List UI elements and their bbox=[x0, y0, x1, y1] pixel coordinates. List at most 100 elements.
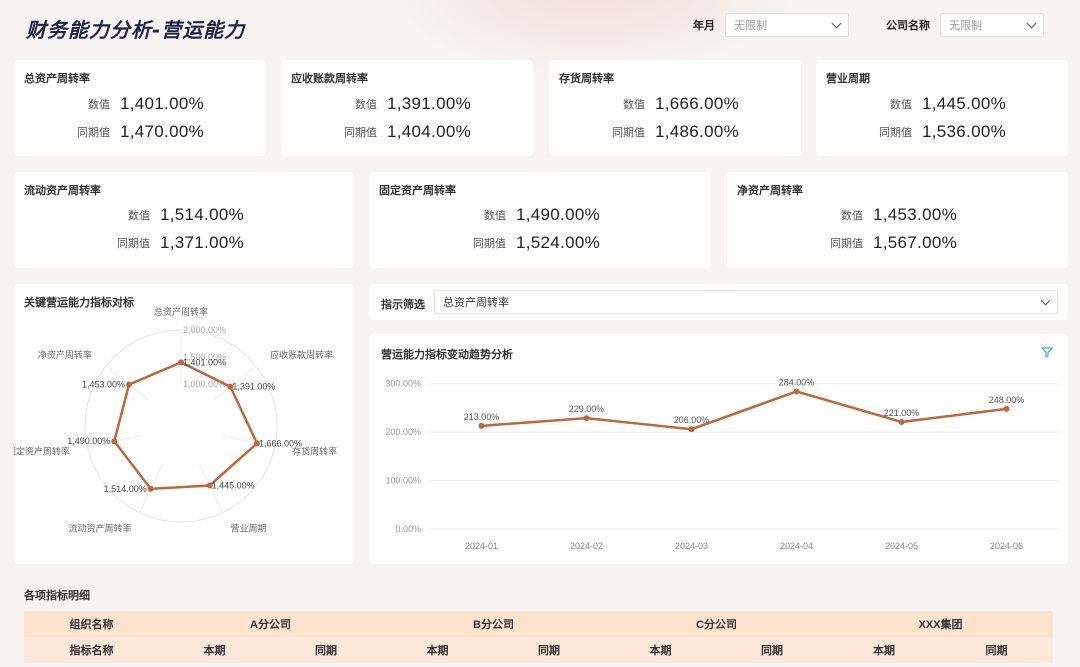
radar-value-label: 1,514.00% bbox=[104, 484, 147, 494]
radar-ring-label: 2,000.00% bbox=[183, 325, 226, 335]
kpi-title: 总资产周转率 bbox=[24, 73, 90, 85]
kpi-current-label: 数值 bbox=[484, 210, 506, 222]
kpi-previous-label: 同期值 bbox=[77, 127, 110, 139]
filter-year-month: 年月 无限制 bbox=[693, 13, 849, 37]
trend-point bbox=[583, 415, 590, 422]
trend-value-label: 284.00% bbox=[779, 377, 815, 387]
kpi-previous-row: 同期值 1,404.00% bbox=[333, 122, 471, 142]
period-current-header: 本期 bbox=[426, 645, 449, 657]
kpi-current-value: 1,666.00% bbox=[655, 94, 739, 113]
y-tick-label: 300.00% bbox=[385, 379, 421, 389]
x-tick-label: 2024-01 bbox=[465, 541, 498, 551]
kpi-current-row: 数值 1,666.00% bbox=[601, 94, 739, 114]
company-select[interactable]: 无限制 bbox=[940, 13, 1044, 37]
radar-axis-label: 总资产周转率 bbox=[154, 306, 208, 317]
radar-axis-label: 存货周转率 bbox=[292, 445, 337, 456]
kpi-title: 营业周期 bbox=[826, 73, 870, 85]
filter-company: 公司名称 无限制 bbox=[886, 13, 1044, 37]
trend-value-label: 213.00% bbox=[464, 412, 500, 422]
radar-point bbox=[147, 485, 154, 492]
kpi-card-fixed-asset-turnover: 固定资产周转率 数值 1,490.00% 同期值 1,524.00% bbox=[369, 172, 711, 268]
trend-point bbox=[898, 418, 905, 425]
kpi-previous-label: 同期值 bbox=[879, 127, 912, 139]
filter-icon[interactable] bbox=[1041, 346, 1053, 358]
kpi-previous-label: 同期值 bbox=[344, 127, 377, 139]
radar-title: 关键营运能力指标对标 bbox=[24, 297, 134, 309]
kpi-current-row: 数值 1,453.00% bbox=[819, 205, 957, 225]
trend-title: 营运能力指标变动趋势分析 bbox=[381, 349, 513, 361]
kpi-card-inventory-turnover: 存货周转率 数值 1,666.00% 同期值 1,486.00% bbox=[549, 60, 801, 156]
period-current-header: 本期 bbox=[203, 645, 226, 657]
kpi-previous-value: 1,524.00% bbox=[516, 233, 600, 252]
y-tick-label: 100.00% bbox=[385, 476, 421, 486]
radar-axis-label: 营业周期 bbox=[230, 523, 266, 534]
kpi-previous-row: 同期值 1,567.00% bbox=[819, 233, 957, 253]
trend-line-chart: 0.00% 100.00% 200.00% 300.00% 2024-01 2024-02… bbox=[385, 377, 1059, 551]
radar-value-label: 1,401.00% bbox=[183, 357, 226, 367]
page-title: 财务能力分析-营运能力 bbox=[26, 18, 246, 42]
radar-axis-label: 固定资产周转率 bbox=[14, 445, 70, 456]
kpi-previous-label: 同期值 bbox=[473, 238, 506, 250]
kpi-current-label: 数值 bbox=[128, 210, 150, 222]
kpi-current-value: 1,490.00% bbox=[516, 205, 600, 224]
kpi-previous-value: 1,371.00% bbox=[160, 233, 244, 252]
kpi-current-row: 数值 1,391.00% bbox=[333, 94, 471, 114]
radar-point bbox=[227, 383, 234, 390]
kpi-previous-row: 同期值 1,486.00% bbox=[601, 122, 739, 142]
radar-value-label: 1,490.00% bbox=[67, 436, 110, 446]
kpi-current-value: 1,453.00% bbox=[873, 205, 957, 224]
kpi-title: 存货周转率 bbox=[559, 73, 614, 85]
radar-axis-label: 应收账款周转率 bbox=[270, 349, 333, 360]
x-tick-label: 2024-03 bbox=[675, 541, 708, 551]
filter-label: 年月 bbox=[693, 20, 715, 32]
period-current-header: 本期 bbox=[649, 645, 672, 657]
period-previous-header: 同期 bbox=[985, 645, 1008, 657]
kpi-current-value: 1,445.00% bbox=[922, 94, 1006, 113]
detail-table: 组织名称 A分公司 B分公司 C分公司 XXX集团 指标名称 本期 同期 本期 … bbox=[24, 611, 1053, 663]
kpi-card-current-asset-turnover: 流动资产周转率 数值 1,514.00% 同期值 1,371.00% bbox=[14, 172, 354, 268]
trend-value-label: 229.00% bbox=[569, 404, 605, 414]
kpi-current-label: 数值 bbox=[88, 99, 110, 111]
kpi-previous-value: 1,536.00% bbox=[922, 122, 1006, 141]
x-tick-label: 2024-04 bbox=[780, 541, 813, 551]
kpi-current-label: 数值 bbox=[841, 210, 863, 222]
kpi-previous-value: 1,486.00% bbox=[655, 122, 739, 141]
indicator-select[interactable]: 总资产周转率 bbox=[434, 290, 1058, 314]
company-header: A分公司 bbox=[250, 619, 291, 631]
period-previous-header: 同期 bbox=[761, 645, 783, 657]
kpi-card-net-asset-turnover: 净资产周转率 数值 1,453.00% 同期值 1,567.00% bbox=[727, 172, 1068, 268]
chevron-down-icon bbox=[1040, 295, 1051, 305]
trend-point bbox=[478, 422, 485, 429]
radar-value-label: 1,445.00% bbox=[212, 480, 255, 490]
kpi-card-operating-cycle: 营业周期 数值 1,445.00% 同期值 1,536.00% bbox=[816, 60, 1068, 156]
radar-chart: 2,000.00% 1,500.00% 1,000.00% 1,401.00% 1,39… bbox=[14, 306, 337, 534]
period-previous-header: 同期 bbox=[315, 645, 337, 657]
y-tick-label: 0.00% bbox=[395, 524, 421, 534]
year-month-select[interactable]: 无限制 bbox=[725, 13, 849, 37]
detail-title: 各项指标明细 bbox=[24, 590, 90, 602]
trend-value-label: 206.00% bbox=[674, 415, 710, 425]
radar-value-label: 1,391.00% bbox=[232, 382, 275, 392]
kpi-title: 固定资产周转率 bbox=[379, 185, 456, 197]
radar-axis-label: 净资产周转率 bbox=[38, 349, 92, 360]
trend-value-label: 248.00% bbox=[989, 395, 1025, 405]
trend-point bbox=[793, 388, 800, 395]
chevron-down-icon bbox=[831, 18, 842, 28]
radar-point bbox=[126, 381, 133, 388]
indicator-filter-label: 指示筛选 bbox=[381, 299, 425, 311]
radar-ring-label: 1,000.00% bbox=[183, 379, 226, 389]
kpi-current-label: 数值 bbox=[890, 99, 912, 111]
kpi-current-value: 1,514.00% bbox=[160, 205, 244, 224]
kpi-current-value: 1,401.00% bbox=[120, 94, 204, 113]
x-tick-label: 2024-05 bbox=[885, 541, 918, 551]
radar-axis-line bbox=[213, 365, 257, 401]
trend-point bbox=[1003, 405, 1010, 412]
radar-ring-label: 1,500.00% bbox=[183, 352, 226, 362]
company-header: XXX集团 bbox=[918, 619, 963, 631]
kpi-previous-label: 同期值 bbox=[117, 238, 150, 250]
radar-point bbox=[111, 438, 118, 445]
period-current-header: 本期 bbox=[873, 645, 895, 657]
radar-point bbox=[206, 482, 213, 489]
radar-series-polygon bbox=[112, 360, 259, 491]
kpi-previous-row: 同期值 1,371.00% bbox=[106, 233, 244, 253]
